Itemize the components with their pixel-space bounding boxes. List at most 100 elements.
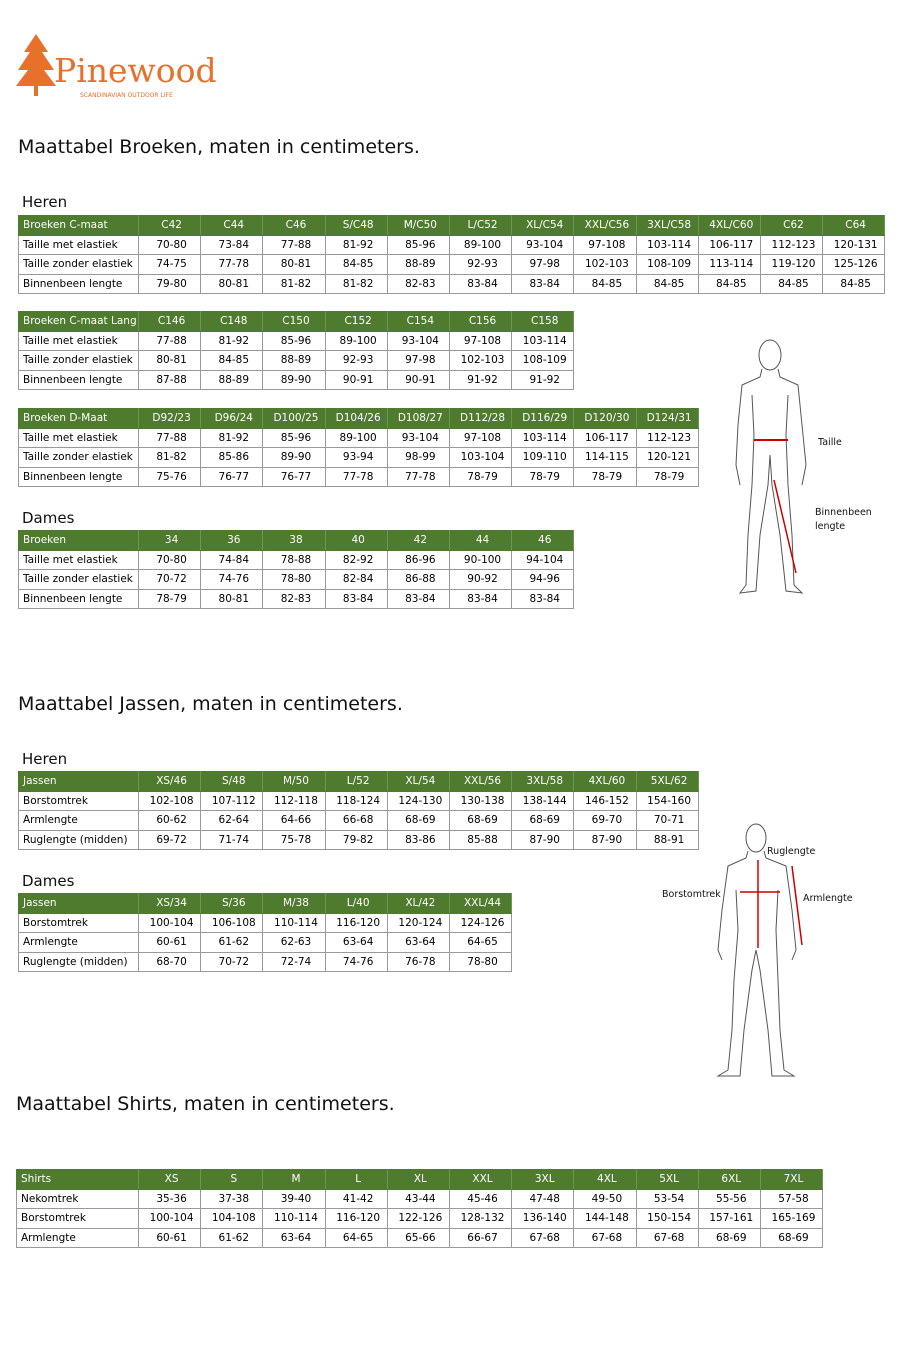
size-table: Broeken C-maat Lang C146 C148 C150 C152 C154 C…	[18, 311, 575, 390]
size-header: 40	[324, 530, 388, 551]
measure-cell: 65-66	[386, 1227, 450, 1248]
measure-cell: 119-120	[759, 254, 824, 275]
size-header: S	[200, 1169, 264, 1190]
section-title: Maattabel Jassen, maten in centimeters.	[18, 693, 403, 715]
measure-cell: 77-78	[386, 466, 450, 487]
measure-cell: 74-76	[324, 951, 388, 972]
measure-cell: 83-84	[448, 588, 513, 609]
size-header: M/50	[262, 771, 326, 792]
row-label: Ruglengte (midden)	[18, 951, 139, 972]
size-header: 42	[386, 530, 450, 551]
size-header: C158	[511, 311, 575, 332]
section-title: Maattabel Shirts, maten in centimeters.	[16, 1093, 395, 1115]
table-row: Taille zonder elastiek 81-82 85-86 89-90 93-…	[18, 447, 699, 468]
measure-cell: 72-74	[262, 951, 326, 972]
size-header: S/48	[200, 771, 264, 792]
measure-cell: 93-104	[511, 234, 575, 255]
table-row: Taille met elastiek 70-80 74-84 78-88 82-92 8…	[18, 549, 575, 570]
measure-cell: 88-89	[262, 350, 326, 371]
row-label: Taille zonder elastiek	[18, 447, 139, 468]
measure-cell: 83-84	[448, 273, 513, 294]
size-header: C62	[759, 215, 824, 236]
size-header: 3XL/C58	[635, 215, 699, 236]
measure-cell: 70-80	[137, 549, 202, 570]
size-header: 6XL	[697, 1169, 761, 1190]
measure-cell: 120-121	[635, 447, 699, 468]
measure-cell: 74-84	[200, 549, 264, 570]
size-table: Jassen XS/46 S/48 M/50 L/52 XL/54 XXL/56 3XL/58…	[18, 771, 699, 850]
measure-cell: 85-88	[448, 829, 513, 850]
measure-cell: 37-38	[200, 1188, 264, 1209]
measure-cell: 106-117	[573, 427, 637, 448]
measure-cell: 71-74	[200, 829, 264, 850]
table-row: Ruglengte (midden) 68-70 70-72 72-74 74-76 76…	[18, 951, 513, 972]
figure-label: Binnenbeen lengte	[815, 507, 872, 532]
measure-cell: 124-130	[386, 790, 450, 811]
row-label: Borstomtrek	[16, 1208, 139, 1229]
table-name: Broeken	[18, 530, 139, 551]
measure-cell: 81-82	[262, 273, 326, 294]
size-header: 5XL/62	[635, 771, 699, 792]
header-row: Broeken 34 36 38 40 42 44 46	[18, 530, 575, 551]
measure-cell: 90-91	[324, 369, 388, 390]
measure-cell: 91-92	[448, 369, 513, 390]
header-row: Shirts XS S M L XL XXL 3XL 4XL 5XL 6XL 7XL	[16, 1169, 824, 1190]
size-header: D92/23	[137, 408, 202, 429]
measure-cell: 82-83	[262, 588, 326, 609]
measure-cell: 80-81	[262, 254, 326, 275]
row-label: Armlengte	[18, 810, 139, 831]
measure-cell: 109-110	[511, 447, 575, 468]
size-header: 44	[448, 530, 513, 551]
size-header: 38	[262, 530, 326, 551]
figure-legs	[735, 339, 807, 594]
measure-cell: 68-69	[697, 1227, 761, 1248]
size-header: XXL/56	[448, 771, 513, 792]
measure-cell: 90-100	[448, 549, 513, 570]
measure-cell: 154-160	[635, 790, 699, 811]
measure-cell: 87-90	[511, 829, 575, 850]
measure-cell: 88-89	[386, 254, 450, 275]
measure-cell: 89-90	[262, 447, 326, 468]
measure-cell: 89-100	[324, 427, 388, 448]
measure-cell: 80-81	[200, 273, 264, 294]
measure-cell: 103-114	[511, 427, 575, 448]
size-header: XL/42	[386, 893, 450, 914]
measure-cell: 97-108	[448, 427, 513, 448]
size-header: M	[262, 1169, 326, 1190]
measure-cell: 91-92	[511, 369, 575, 390]
size-header: L/C52	[448, 215, 513, 236]
measure-cell: 63-64	[386, 932, 450, 953]
table-row: Taille zonder elastiek 74-75 77-78 80-81 84-…	[18, 254, 886, 275]
size-header: M/38	[262, 893, 326, 914]
size-header: XL	[386, 1169, 450, 1190]
measure-cell: 69-70	[573, 810, 637, 831]
size-header: M/C50	[386, 215, 450, 236]
size-header: XXL	[448, 1169, 513, 1190]
measure-cell: 68-69	[386, 810, 450, 831]
table-row: Armlengte 60-62 62-64 64-66 66-68 68-69 68-69 6…	[18, 810, 699, 831]
measure-cell: 144-148	[573, 1208, 637, 1229]
measure-cell: 75-76	[137, 466, 202, 487]
row-label: Borstomtrek	[18, 912, 139, 933]
header-row: Broeken C-maat C42 C44 C46 S/C48 M/C50 L/C52 XL…	[18, 215, 886, 236]
measure-cell: 106-117	[697, 234, 761, 255]
measure-cell: 80-81	[200, 588, 264, 609]
row-label: Taille met elastiek	[18, 234, 139, 255]
measure-cell: 138-144	[511, 790, 575, 811]
size-header: XXL/C56	[573, 215, 637, 236]
measure-cell: 130-138	[448, 790, 513, 811]
table-row: Ruglengte (midden) 69-72 71-74 75-78 79-82 83…	[18, 829, 699, 850]
measure-cell: 84-85	[200, 350, 264, 371]
measure-cell: 67-68	[511, 1227, 575, 1248]
size-header: C146	[137, 311, 202, 332]
figure-torso	[716, 823, 803, 1077]
measure-cell: 70-72	[137, 569, 202, 590]
measure-cell: 118-124	[324, 790, 388, 811]
measure-cell: 103-114	[635, 234, 699, 255]
measure-cell: 97-108	[573, 234, 637, 255]
measure-cell: 83-84	[511, 273, 575, 294]
header-row: Jassen XS/34 S/36 M/38 L/40 XL/42 XXL/44	[18, 893, 513, 914]
measure-cell: 39-40	[262, 1188, 326, 1209]
measure-cell: 61-62	[200, 932, 264, 953]
measure-cell: 84-85	[759, 273, 824, 294]
